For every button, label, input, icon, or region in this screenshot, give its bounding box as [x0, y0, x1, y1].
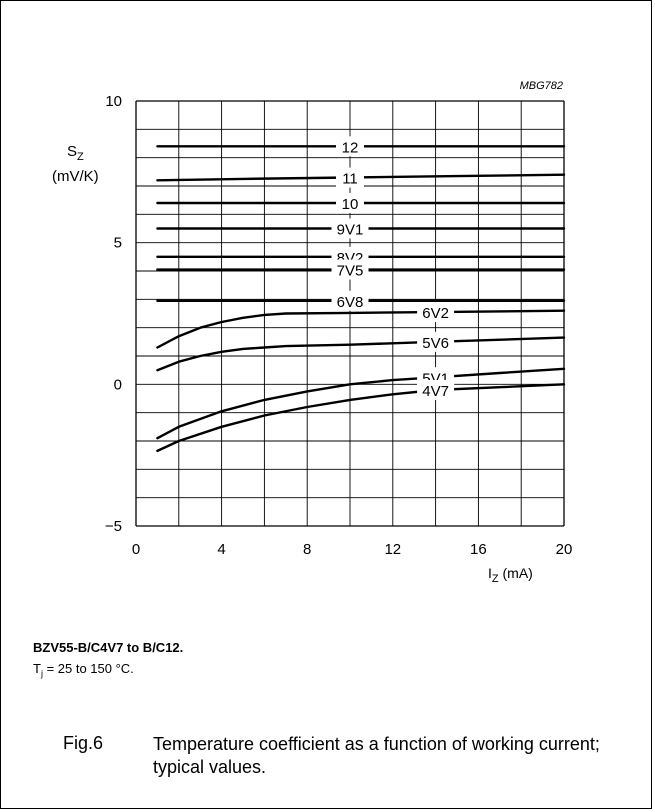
series-line — [156, 336, 566, 372]
series-label: 12 — [342, 139, 359, 156]
x-axis-subscript: Z — [491, 572, 499, 585]
series-label-background — [417, 302, 455, 323]
x-axis-label: IZ (mA) — [488, 565, 533, 585]
y-tick-label: 5 — [114, 235, 122, 252]
x-tick-label: 0 — [132, 541, 140, 558]
y-axis-symbol: S — [66, 143, 77, 160]
condition-subscript: j — [40, 668, 43, 679]
y-axis-label: SZ (mV/K) — [52, 142, 99, 186]
x-tick-label: 8 — [303, 541, 311, 558]
series-label: 10 — [342, 196, 359, 213]
figure-code: MBG782 — [519, 80, 563, 92]
caption-title: BZV55-B/C4V7 to B/C12. — [33, 640, 184, 655]
condition-text: = 25 to 150 °C. — [42, 661, 134, 676]
series-label: 11 — [342, 171, 358, 188]
x-tick-label: 12 — [384, 541, 401, 558]
caption-condition: Tj = 25 to 150 °C. — [33, 661, 134, 679]
x-tick-label: 4 — [217, 541, 225, 558]
condition-symbol: T — [33, 661, 41, 676]
y-tick-label: 10 — [105, 93, 122, 110]
series-label-background — [336, 167, 364, 188]
series-label: 5V6 — [422, 335, 449, 352]
y-axis-unit: (mV/K) — [52, 168, 99, 185]
series-line — [156, 367, 566, 440]
x-axis-unit: (mA) — [498, 565, 533, 581]
series-label: 4V7 — [422, 383, 449, 400]
series-label-background — [331, 259, 369, 280]
series-label-background — [331, 218, 369, 239]
series-label-background — [336, 136, 364, 157]
series-label: 6V2 — [422, 305, 449, 322]
y-tick-label: −5 — [105, 518, 122, 535]
y-tick-label: 0 — [114, 376, 122, 393]
series-label-background — [331, 290, 369, 311]
series-label: 7V5 — [337, 263, 364, 280]
y-axis-subscript: Z — [76, 151, 84, 163]
series-line — [156, 309, 566, 349]
figure-number: Fig.6 — [63, 733, 104, 753]
x-tick-label: 16 — [470, 541, 487, 558]
series-label: 6V8 — [337, 294, 364, 311]
figure-title: Temperature coefficient as a function of… — [153, 734, 600, 777]
x-tick-label: 20 — [556, 541, 573, 558]
series-label-background — [417, 380, 455, 400]
series-label-background — [417, 331, 455, 352]
series-label-background — [336, 193, 364, 213]
series-line — [156, 383, 566, 453]
x-axis-symbol: I — [488, 565, 492, 581]
series-label: 9V1 — [337, 222, 364, 239]
